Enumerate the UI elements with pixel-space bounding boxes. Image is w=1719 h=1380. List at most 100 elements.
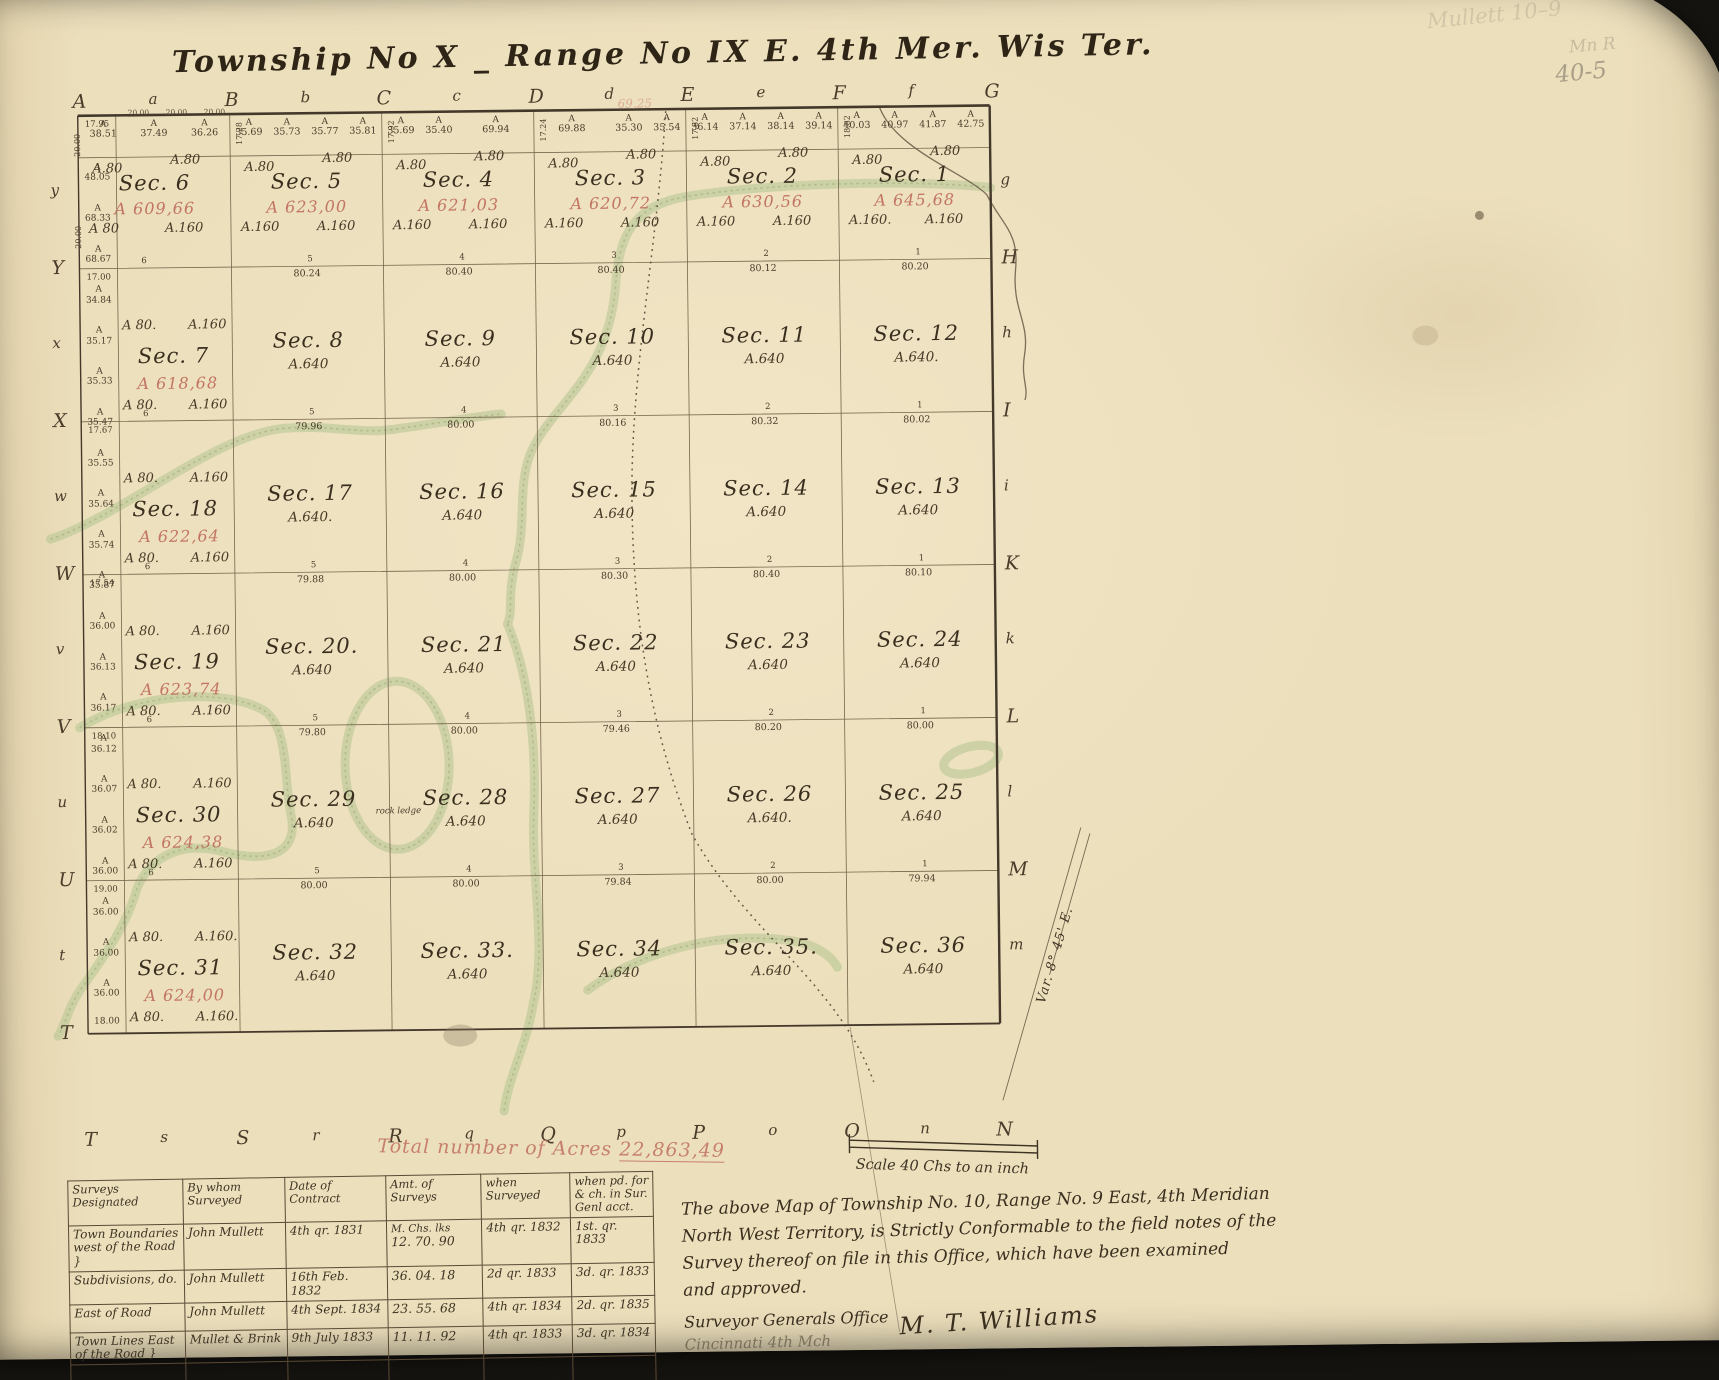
section-acreage: A.640 xyxy=(744,350,785,368)
section-label: Sec. 15 xyxy=(571,477,657,503)
margin-letter-left: x xyxy=(52,333,61,352)
section-acreage: A.640 xyxy=(597,811,638,828)
margin-letter-bottom: s xyxy=(160,1127,169,1146)
section-label: Sec. 2 xyxy=(726,163,799,189)
section-acreage: A.640 xyxy=(442,507,483,524)
margin-letter-left: t xyxy=(59,945,66,964)
fractional-lot-acreage: A 37.14 xyxy=(729,112,757,133)
mile-post-digit: 1 xyxy=(918,553,925,564)
fractional-lot-acreage: A 36.26 xyxy=(190,118,219,139)
section-label: Sec. 8 xyxy=(272,327,345,353)
fractional-lot-acreage: A 35.30 xyxy=(615,113,643,135)
line-measure-rotated: 17.82 xyxy=(690,116,700,140)
margin-letter-right: l xyxy=(1007,781,1013,800)
total-acres-label: Total number of Acres xyxy=(377,1135,613,1161)
line-measure: 79.94 xyxy=(908,873,936,885)
cell: 2d qr. 1833 xyxy=(482,1263,572,1298)
mile-post-digit: 1 xyxy=(920,706,926,717)
cell-value: 12. 70. 90 xyxy=(391,1232,455,1249)
fractional-lot-acreage: A 41.87 xyxy=(919,110,947,131)
cell: John Mullett xyxy=(184,1301,287,1331)
line-measure: 80.00 xyxy=(450,725,478,737)
quarter-section-acreage: A 80. xyxy=(123,470,159,487)
margin-letter-left: v xyxy=(55,639,65,658)
fractional-lot-acreage: A 35.81 xyxy=(349,116,377,138)
section-total-acres-red: A 623,00 xyxy=(266,196,348,217)
mile-post-digit: 2 xyxy=(763,248,769,260)
paper-stain xyxy=(1474,210,1484,220)
quarter-section-acreage: A.160 xyxy=(620,215,660,231)
margin-letter-top: d xyxy=(604,84,615,103)
road-dotted-line xyxy=(631,111,875,1083)
section-label: Sec. 26 xyxy=(726,781,813,807)
mile-post-digit: 2 xyxy=(766,554,773,566)
col-header: Amt. of Surveys xyxy=(385,1174,482,1221)
section-total-acres-red: A 618,68 xyxy=(137,373,219,394)
quarter-section-acreage: A 80. xyxy=(122,397,158,414)
section-label: Sec. 23 xyxy=(724,628,811,654)
margin-letter-top: A xyxy=(72,90,87,113)
col-header: when pd. for & ch. in Sur. Genl acct. xyxy=(569,1171,654,1218)
quarter-section-acreage: A 80 xyxy=(88,221,120,237)
line-measure-west: 18.10 xyxy=(91,731,117,742)
line-measure-rotated: 17.28 xyxy=(234,121,245,145)
quarter-section-acreage: A.160 xyxy=(188,317,227,333)
mile-post-digit: 3 xyxy=(611,250,617,261)
margin-letter-top: b xyxy=(300,88,311,107)
fractional-lot-acreage: A 35.54 xyxy=(653,113,681,134)
line-measure-west: 17.67 xyxy=(88,425,113,436)
cell: 36. 04. 18 xyxy=(387,1265,483,1300)
line-measure-west: 19.00 xyxy=(93,884,118,895)
section-total-acres-red: A 623,74 xyxy=(140,679,222,700)
cell: East of Road xyxy=(69,1302,186,1333)
cell: M. Chs. lks 12. 70. 90 xyxy=(386,1218,483,1267)
margin-letter-right: L xyxy=(1006,705,1020,728)
line-measure: 80.00 xyxy=(906,720,934,732)
cell: 4th qr. 1832 xyxy=(481,1217,572,1266)
section-acreage: A.640 xyxy=(288,355,329,373)
quarter-section-acreage: A.160. xyxy=(848,212,892,229)
half-section-acreage: A.80 xyxy=(778,145,809,161)
section-acreage: A.640 xyxy=(594,505,635,522)
line-measure: 80.00 xyxy=(448,572,477,584)
line-measure: 80.00 xyxy=(447,419,475,431)
township-boundary xyxy=(77,104,1002,1035)
section-label: Sec. 14 xyxy=(723,475,809,501)
quarter-section-acreage: A.160 xyxy=(189,470,229,486)
section-label: Sec. 6 xyxy=(118,170,191,196)
fractional-lot-acreage: A 35.40 xyxy=(425,115,453,137)
section-grid-lines xyxy=(78,107,999,1034)
fractional-lot-acreage: A 36.07 xyxy=(91,774,118,796)
creek-ink-line xyxy=(879,107,1027,401)
total-acres-value: 22,863,49 xyxy=(619,1138,726,1163)
line-measure-west: 17.95 xyxy=(84,119,110,130)
cell: 2d. qr. 1835 xyxy=(571,1294,656,1325)
margin-letter-bottom: o xyxy=(768,1120,778,1140)
section-label: Sec. 11 xyxy=(721,322,808,348)
section-total-acres-red: A 622,64 xyxy=(139,526,220,547)
section-label: Sec. 17 xyxy=(267,480,353,506)
mile-post-digit: 3 xyxy=(613,403,619,414)
mile-post-digit: 1 xyxy=(916,400,923,411)
margin-letter-left: X xyxy=(53,409,67,433)
section-label: Sec. 9 xyxy=(424,326,497,351)
cell: 9th July 1833 xyxy=(286,1327,389,1362)
col-header: By whom Surveyed xyxy=(182,1177,286,1224)
cell: John Mullett xyxy=(183,1222,286,1271)
section-total-acres-red: A 645,68 xyxy=(874,189,956,210)
cell: Mullet & Brink xyxy=(185,1329,288,1364)
section-label: Sec. 36 xyxy=(880,932,967,958)
fractional-lot-acreage: A 39.14 xyxy=(805,111,833,132)
margin-letter-top: c xyxy=(452,86,462,105)
section-label: Sec. 4 xyxy=(422,167,495,192)
margin-letter-bottom: T xyxy=(84,1128,98,1151)
margin-letter-top: B xyxy=(224,89,239,112)
quarter-section-acreage: A.160 xyxy=(191,623,230,639)
mile-post-digit: 6 xyxy=(141,256,147,267)
section-label: Sec. 27 xyxy=(574,783,661,809)
section-total-acres-red: A 621,03 xyxy=(418,195,500,215)
col-header: Date of Contract xyxy=(284,1175,387,1223)
margin-letter-top: E xyxy=(680,83,695,106)
